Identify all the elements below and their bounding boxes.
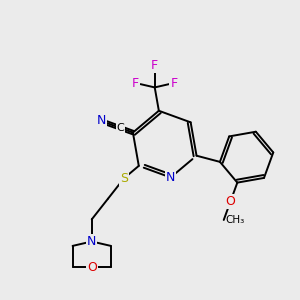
Text: F: F xyxy=(132,76,139,89)
Text: F: F xyxy=(151,59,158,72)
Text: CH₃: CH₃ xyxy=(225,215,244,225)
Text: N: N xyxy=(166,171,175,184)
Text: O: O xyxy=(225,196,235,208)
Text: O: O xyxy=(87,261,97,274)
Text: C: C xyxy=(117,123,124,133)
Text: N: N xyxy=(96,114,106,128)
Text: F: F xyxy=(170,76,177,89)
Text: S: S xyxy=(120,172,128,185)
Text: N: N xyxy=(87,235,96,248)
